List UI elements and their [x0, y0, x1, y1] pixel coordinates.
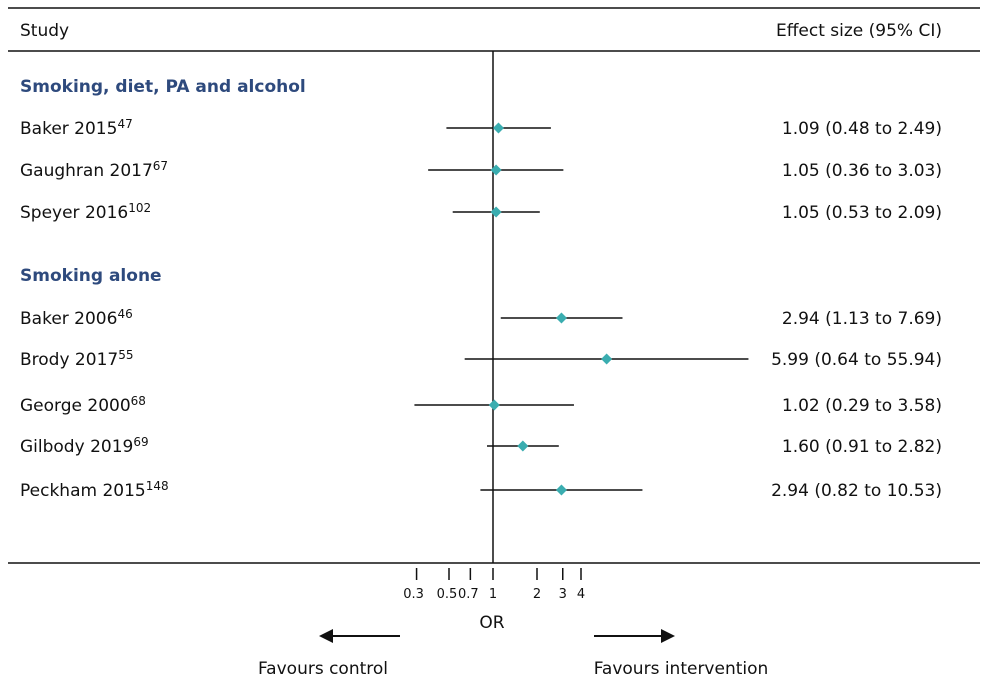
study-row: Speyer 2016102 1.05 (0.53 to 2.09) — [20, 201, 942, 223]
point-estimate-marker — [555, 484, 567, 496]
x-tick-label: 2 — [533, 587, 541, 602]
study-reference: 102 — [128, 201, 151, 215]
favours-control-arrowhead — [319, 629, 333, 643]
study-reference: 55 — [118, 348, 133, 362]
study-reference: 68 — [131, 394, 146, 408]
point-estimate-marker — [555, 312, 567, 324]
x-tick-label: 4 — [577, 587, 585, 602]
study-label: Baker 200646 — [20, 307, 133, 329]
study-row: George 200068 1.02 (0.29 to 3.58) — [20, 394, 942, 416]
group-heading: Smoking alone — [20, 266, 162, 286]
study-label: George 200068 — [20, 394, 146, 416]
study-reference: 148 — [146, 479, 169, 493]
effect-size-text: 1.09 (0.48 to 2.49) — [782, 119, 942, 139]
study-label: Gaughran 201767 — [20, 159, 168, 181]
x-tick-label: 1 — [489, 587, 497, 602]
x-axis-label: OR — [479, 613, 504, 633]
study-reference: 46 — [117, 307, 132, 321]
point-estimate-marker — [490, 206, 502, 218]
effect-size-text: 1.05 (0.36 to 3.03) — [782, 161, 942, 181]
study-row: Baker 201547 1.09 (0.48 to 2.49) — [20, 117, 942, 139]
study-row: Peckham 2015148 2.94 (0.82 to 10.53) — [20, 479, 942, 501]
study-reference: 67 — [153, 159, 168, 173]
point-estimate-marker — [601, 353, 613, 365]
study-row: Gaughran 201767 1.05 (0.36 to 3.03) — [20, 159, 942, 181]
study-label: Peckham 2015148 — [20, 479, 169, 501]
study-row: Baker 200646 2.94 (1.13 to 7.69) — [20, 307, 942, 329]
study-row: Brody 201755 5.99 (0.64 to 55.94) — [20, 348, 942, 370]
point-estimate-marker — [488, 399, 500, 411]
x-tick-label: 3 — [559, 587, 567, 602]
study-row: Gilbody 201969 1.60 (0.91 to 2.82) — [20, 435, 942, 457]
effect-size-text: 1.60 (0.91 to 2.82) — [782, 437, 942, 457]
study-label: Baker 201547 — [20, 117, 133, 139]
favours-intervention-arrowhead — [661, 629, 675, 643]
point-estimate-marker — [492, 122, 504, 134]
header-effect-size: Effect size (95% CI) — [776, 21, 942, 41]
study-label: Speyer 2016102 — [20, 201, 151, 223]
favours-intervention-label: Favours intervention — [594, 659, 769, 679]
effect-size-text: 5.99 (0.64 to 55.94) — [771, 350, 942, 370]
effect-size-text: 2.94 (1.13 to 7.69) — [782, 309, 942, 329]
point-estimate-marker — [517, 440, 529, 452]
group-heading: Smoking, diet, PA and alcohol — [20, 77, 306, 97]
study-label: Gilbody 201969 — [20, 435, 149, 457]
header-study: Study — [20, 21, 69, 41]
effect-size-text: 1.05 (0.53 to 2.09) — [782, 203, 942, 223]
x-tick-label: 0.3 — [403, 587, 424, 602]
study-reference: 47 — [117, 117, 132, 131]
point-estimate-marker — [490, 164, 502, 176]
x-tick-label: 0.5 — [437, 587, 458, 602]
study-label: Brody 201755 — [20, 348, 133, 370]
effect-size-text: 2.94 (0.82 to 10.53) — [771, 481, 942, 501]
effect-size-text: 1.02 (0.29 to 3.58) — [782, 396, 942, 416]
x-tick-label: 0.7 — [458, 587, 479, 602]
favours-control-label: Favours control — [258, 659, 388, 679]
study-reference: 69 — [133, 435, 148, 449]
x-axis-ticks: 0.3 0.5 0.7 1 2 3 4 — [403, 568, 585, 602]
study-rows: Smoking, diet, PA and alcohol Baker 20154… — [20, 77, 942, 501]
